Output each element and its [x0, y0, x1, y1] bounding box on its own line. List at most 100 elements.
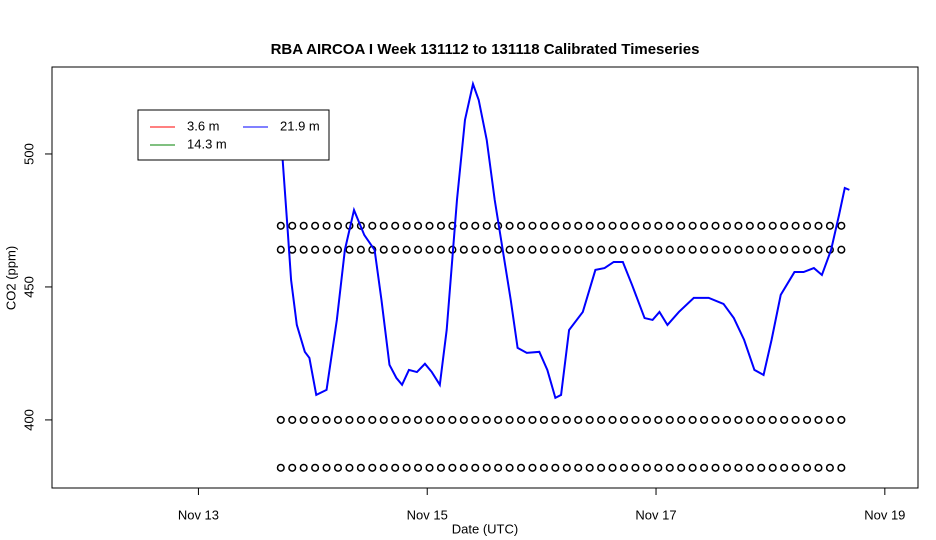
marker: [356, 415, 365, 424]
marker: [608, 463, 617, 472]
marker: [528, 221, 537, 230]
marker: [642, 245, 651, 254]
x-tick-label: Nov 15: [407, 507, 448, 522]
marker: [562, 245, 571, 254]
marker: [688, 415, 697, 424]
marker: [414, 221, 423, 230]
marker: [505, 415, 514, 424]
x-tick-label: Nov 17: [635, 507, 676, 522]
marker: [734, 415, 743, 424]
marker: [333, 463, 343, 472]
marker: [516, 221, 526, 230]
marker: [516, 463, 526, 472]
marker: [619, 221, 629, 230]
marker: [574, 245, 583, 254]
marker: [665, 415, 674, 424]
marker: [757, 415, 766, 424]
marker: [436, 415, 446, 424]
marker: [825, 221, 834, 230]
marker: [528, 245, 537, 254]
marker: [311, 245, 320, 254]
x-axis-label: Date (UTC): [452, 521, 518, 536]
marker: [436, 463, 446, 472]
marker: [505, 245, 514, 254]
marker: [459, 463, 468, 472]
marker: [585, 221, 594, 230]
marker: [425, 463, 434, 472]
marker: [574, 221, 583, 230]
marker: [802, 415, 812, 424]
marker: [837, 245, 846, 254]
marker: [802, 463, 812, 472]
marker: [459, 415, 468, 424]
marker: [768, 245, 777, 254]
marker: [780, 415, 789, 424]
marker: [734, 463, 743, 472]
marker: [471, 245, 480, 254]
marker: [745, 415, 754, 424]
marker: [276, 463, 285, 472]
marker: [345, 415, 354, 424]
marker: [734, 221, 743, 230]
marker: [505, 221, 514, 230]
marker: [688, 245, 697, 254]
marker: [654, 245, 663, 254]
marker: [276, 221, 285, 230]
marker: [574, 415, 583, 424]
marker: [814, 221, 823, 230]
marker: [814, 415, 823, 424]
marker: [711, 245, 720, 254]
marker: [757, 221, 766, 230]
marker: [551, 463, 560, 472]
plot-frame: [51, 66, 919, 489]
marker: [791, 415, 800, 424]
marker: [619, 245, 629, 254]
y-tick-label: 450: [21, 276, 36, 298]
marker: [700, 245, 709, 254]
marker: [276, 415, 285, 424]
marker: [825, 415, 834, 424]
marker: [711, 463, 720, 472]
marker: [539, 463, 548, 472]
marker: [722, 245, 732, 254]
marker: [780, 221, 789, 230]
marker: [745, 221, 754, 230]
marker: [471, 221, 480, 230]
marker: [482, 221, 491, 230]
marker: [402, 221, 411, 230]
marker: [562, 221, 571, 230]
marker: [665, 221, 674, 230]
marker: [288, 415, 297, 424]
marker: [574, 463, 583, 472]
marker: [597, 245, 606, 254]
x-tick-label: Nov 13: [178, 507, 219, 522]
marker: [494, 463, 503, 472]
marker: [585, 245, 594, 254]
marker: [356, 245, 365, 254]
marker: [631, 415, 640, 424]
marker: [402, 245, 411, 254]
chart-title: RBA AIRCOA I Week 131112 to 131118 Calib…: [271, 41, 700, 58]
x-tick-label: Nov 19: [864, 507, 905, 522]
marker: [379, 463, 388, 472]
marker: [745, 463, 754, 472]
marker: [688, 463, 697, 472]
marker: [322, 221, 331, 230]
marker: [368, 463, 377, 472]
marker: [780, 245, 789, 254]
marker: [414, 463, 423, 472]
marker: [356, 463, 365, 472]
marker: [436, 221, 446, 230]
marker: [642, 221, 651, 230]
legend-label: 3.6 m: [187, 118, 220, 133]
marker: [482, 463, 491, 472]
marker: [608, 245, 617, 254]
marker: [631, 221, 640, 230]
marker: [288, 221, 297, 230]
marker: [585, 415, 594, 424]
marker: [322, 245, 331, 254]
marker: [654, 221, 663, 230]
marker: [654, 415, 663, 424]
marker: [711, 415, 720, 424]
marker: [711, 221, 720, 230]
